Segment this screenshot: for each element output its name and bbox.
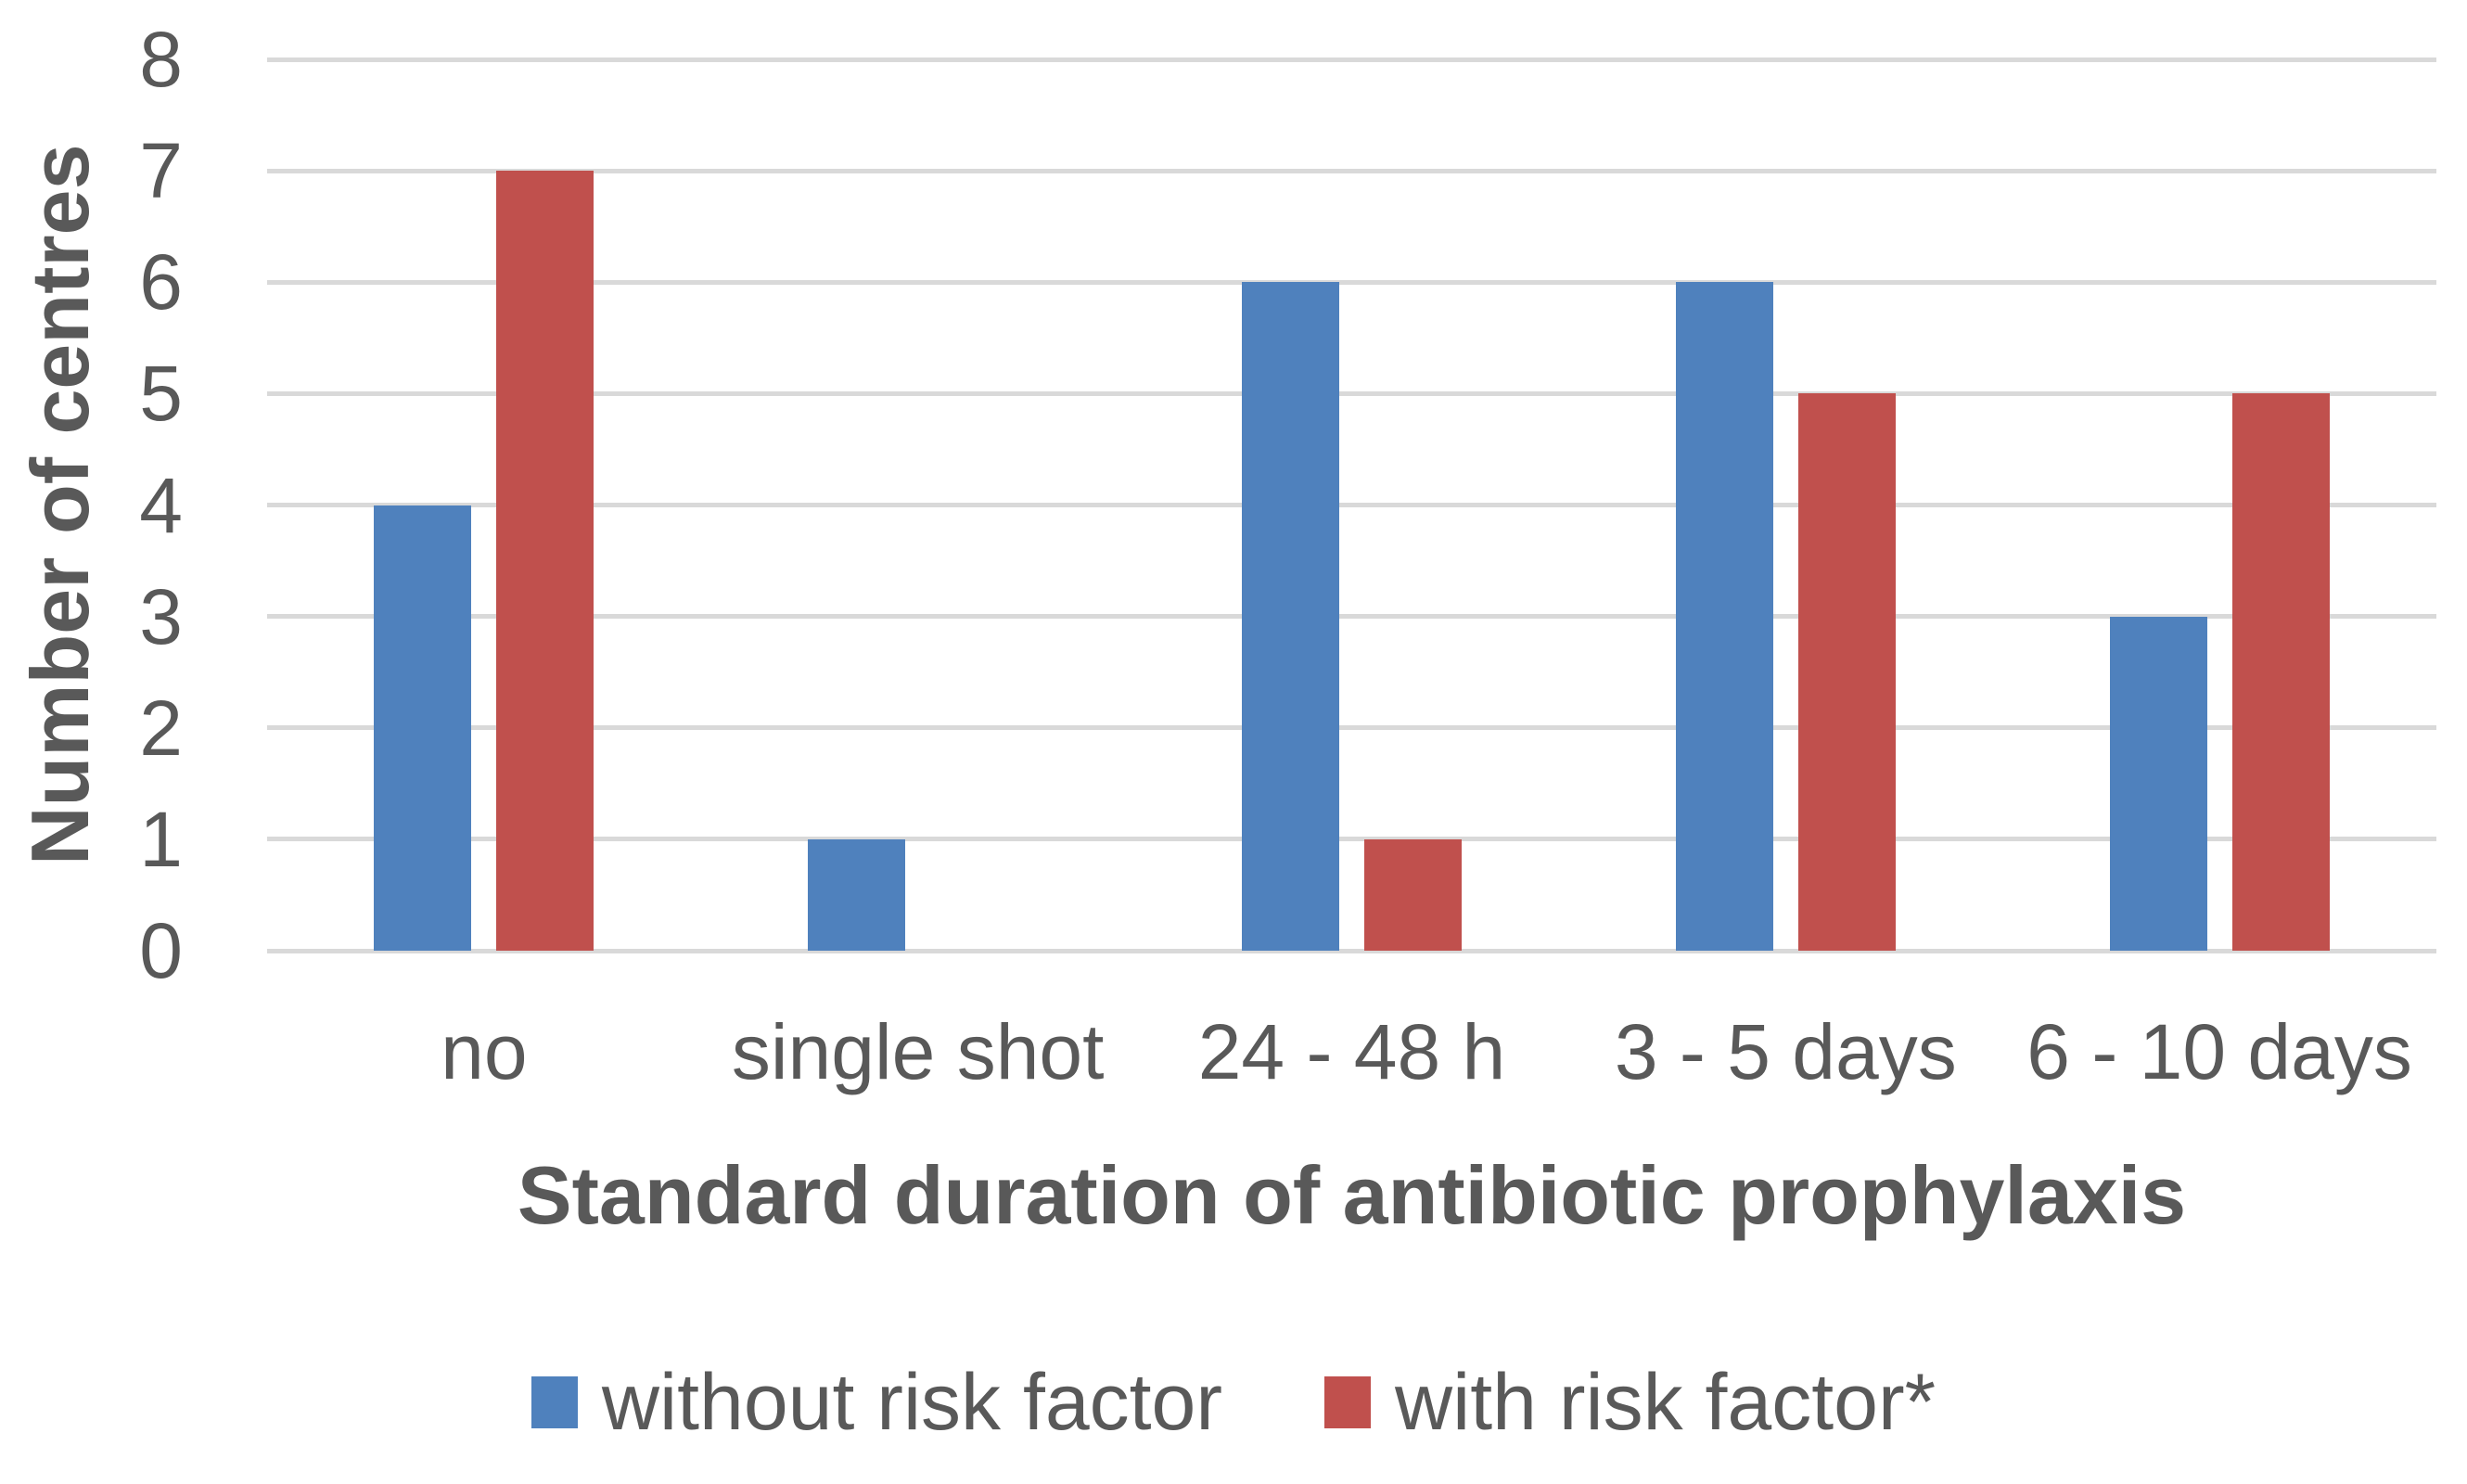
bar-group-1 bbox=[701, 59, 1135, 951]
gridline-y-3 bbox=[267, 614, 2436, 620]
legend-item-without-risk-factor: without risk factor bbox=[530, 1357, 1223, 1449]
gridline-y-7 bbox=[267, 168, 2436, 173]
gridline-y-2 bbox=[267, 725, 2436, 731]
bar-group-3 bbox=[1568, 59, 2002, 951]
bar-without-risk-factor-4 bbox=[2109, 616, 2207, 951]
bar-with-risk-factor-2 bbox=[1363, 838, 1462, 951]
bar-group-0 bbox=[267, 59, 701, 951]
y-tick-label-2: 2 bbox=[139, 684, 183, 772]
y-tick-label-0: 0 bbox=[139, 907, 183, 994]
bar-group-2 bbox=[1135, 59, 1569, 951]
y-tick-label-7: 7 bbox=[139, 127, 183, 215]
legend-item-with-risk-factor: with risk factor* bbox=[1324, 1357, 1936, 1449]
x-axis-title: Standard duration of antibiotic prophyla… bbox=[517, 1149, 2187, 1241]
legend-label-without-risk-factor: without risk factor bbox=[601, 1357, 1223, 1447]
bar-with-risk-factor-0 bbox=[496, 171, 594, 951]
bar-groups bbox=[267, 59, 2436, 951]
x-tick-label-4: 6 - 10 days bbox=[2026, 1008, 2412, 1095]
bar-without-risk-factor-1 bbox=[808, 838, 906, 951]
gridline-y-5 bbox=[267, 390, 2436, 396]
y-tick-label-3: 3 bbox=[139, 572, 183, 660]
bar-without-risk-factor-2 bbox=[1241, 282, 1339, 951]
y-tick-label-6: 6 bbox=[139, 238, 183, 326]
gridline-y-8 bbox=[267, 57, 2436, 62]
legend-swatch-without-risk-factor bbox=[530, 1376, 578, 1428]
gridline-y-0 bbox=[267, 948, 2436, 953]
x-tick-label-1: single shot bbox=[731, 1008, 1105, 1095]
gridline-y-1 bbox=[267, 837, 2436, 842]
gridline-y-4 bbox=[267, 503, 2436, 507]
x-axis-tick-labels: no single shot 24 - 48 h 3 - 5 days 6 - 10 d… bbox=[267, 1007, 2436, 1097]
y-tick-label-5: 5 bbox=[139, 350, 183, 438]
gridline-y-6 bbox=[267, 279, 2436, 285]
legend-swatch-with-risk-factor bbox=[1324, 1376, 1372, 1428]
y-tick-label-4: 4 bbox=[139, 461, 183, 549]
x-tick-label-0: no bbox=[441, 1008, 528, 1095]
bar-without-risk-factor-3 bbox=[1675, 282, 1773, 951]
bar-without-risk-factor-0 bbox=[374, 505, 472, 951]
bar-with-risk-factor-3 bbox=[1797, 393, 1896, 951]
x-tick-label-3: 3 - 5 days bbox=[1614, 1008, 1957, 1095]
bar-group-4 bbox=[2002, 59, 2436, 951]
bar-with-risk-factor-4 bbox=[2231, 393, 2330, 951]
legend: without risk factor with risk factor* bbox=[0, 1347, 2467, 1458]
plot-area bbox=[267, 57, 2436, 953]
legend-label-with-risk-factor: with risk factor* bbox=[1395, 1357, 1937, 1447]
y-tick-label-8: 8 bbox=[139, 16, 183, 103]
y-tick-label-1: 1 bbox=[139, 795, 183, 883]
x-tick-label-2: 24 - 48 h bbox=[1197, 1008, 1506, 1095]
